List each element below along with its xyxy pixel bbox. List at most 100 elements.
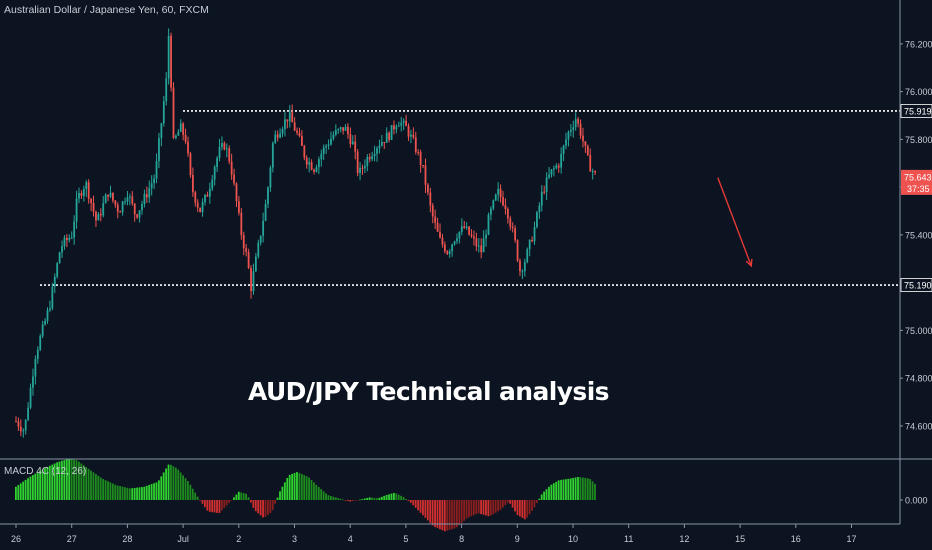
candle [317, 156, 320, 175]
candle [456, 233, 458, 245]
macd-bar [179, 472, 182, 500]
candle-body [29, 387, 32, 408]
macd-bar [472, 500, 475, 516]
candle [39, 333, 42, 352]
candle [361, 164, 364, 175]
candle-body [82, 188, 85, 196]
macd-bar [24, 479, 27, 500]
candle-body [225, 148, 228, 150]
candle-body [533, 226, 536, 242]
macd-bar [211, 500, 214, 513]
candle [526, 247, 529, 264]
macd-bar [291, 473, 294, 500]
candle-body [160, 123, 163, 139]
candle [61, 240, 63, 258]
candle [511, 222, 514, 233]
candle [65, 234, 68, 248]
candle [528, 239, 531, 257]
candle-body [58, 252, 61, 264]
candle [434, 209, 437, 229]
macd-bar [39, 470, 42, 500]
candle [579, 119, 582, 140]
level-price-badge: 75.190 [900, 278, 932, 292]
macd-bar [446, 500, 449, 531]
macd-bar [332, 496, 335, 500]
candle-body [80, 192, 83, 196]
candle-body [56, 263, 59, 277]
candle-body [359, 167, 361, 173]
macd-bar [397, 494, 400, 500]
candle-body [19, 426, 22, 432]
candle-body [308, 162, 311, 165]
candle [296, 127, 298, 136]
candle [552, 165, 555, 177]
candle [332, 131, 335, 141]
candle [187, 136, 189, 157]
candle [153, 174, 156, 190]
candle [446, 249, 449, 256]
candle-body [521, 271, 524, 273]
level-badge-text: 75.919 [904, 106, 932, 116]
candle [293, 117, 296, 132]
macd-bar [276, 497, 279, 500]
macd-bar [320, 489, 323, 500]
macd-bar [203, 500, 206, 508]
macd-bar [451, 500, 453, 530]
macd-bar [233, 497, 235, 500]
macd-bar [153, 483, 155, 500]
candle-body [121, 201, 124, 213]
candle [128, 193, 131, 206]
macd-bar [322, 491, 325, 500]
candle-body [313, 169, 315, 172]
candle-body [351, 141, 354, 145]
candle-body [356, 151, 359, 173]
candle-body [569, 129, 572, 132]
x-tick-label: 27 [67, 534, 77, 544]
candle [499, 184, 502, 203]
macd-bar [579, 477, 582, 500]
candle-body [342, 127, 344, 131]
candle [586, 144, 589, 157]
candle-body [92, 202, 95, 212]
candle [19, 419, 22, 437]
candle [204, 193, 206, 206]
candle [46, 307, 49, 324]
candle [567, 130, 570, 147]
y-tick-label: 74.600 [905, 421, 932, 431]
candle [502, 190, 504, 207]
macd-bar [189, 484, 192, 500]
candle-body [565, 139, 567, 146]
candle [126, 191, 129, 206]
macd-bar [349, 500, 352, 502]
candle-body [291, 112, 294, 123]
candle-body [51, 286, 54, 309]
macd-bar [562, 479, 565, 500]
y-tick-label: 76.200 [905, 39, 932, 49]
candle [468, 226, 470, 236]
macd-bar [36, 472, 39, 500]
macd-bar [354, 500, 357, 501]
candle [250, 265, 252, 299]
candle [254, 252, 257, 272]
macd-bar [111, 483, 114, 500]
candle [24, 419, 27, 435]
macd-bar [177, 469, 180, 500]
candle-body [143, 194, 146, 204]
candle-body [468, 226, 470, 235]
macd-bar [380, 496, 383, 500]
candle-body [330, 138, 332, 145]
candle [342, 127, 344, 135]
macd-bar [584, 477, 587, 500]
candle-body [303, 145, 306, 158]
macd-bar [213, 500, 216, 513]
macd-bar [409, 500, 412, 503]
candle [550, 169, 553, 178]
macd-bar [460, 500, 463, 523]
macd-bar [528, 500, 531, 515]
macd-bar [419, 500, 422, 513]
candle [216, 156, 219, 173]
macd-bar [518, 500, 521, 517]
macd-bar [296, 472, 298, 500]
x-tick-label: Jul [177, 534, 189, 544]
candle-body [252, 271, 255, 292]
